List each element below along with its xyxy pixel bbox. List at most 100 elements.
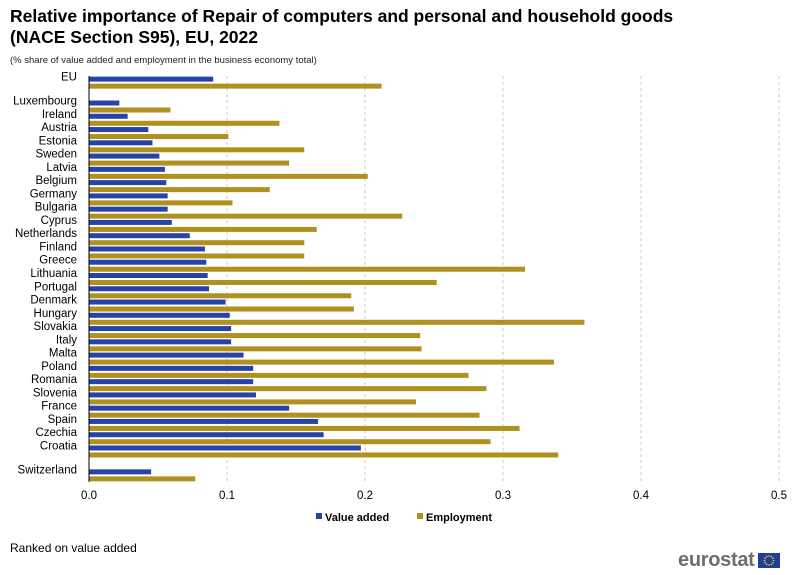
category-label: Spain bbox=[48, 414, 77, 426]
category-label: Greece bbox=[39, 255, 77, 267]
chart-subtitle: (% share of value added and employment i… bbox=[10, 55, 317, 66]
category-label: Latvia bbox=[46, 162, 77, 174]
category-label: Netherlands bbox=[15, 228, 77, 240]
bar-value-added bbox=[89, 469, 152, 475]
bar-employment bbox=[89, 452, 559, 458]
bar-employment bbox=[89, 412, 480, 418]
category-label: Austria bbox=[41, 122, 77, 134]
category-label: Sweden bbox=[35, 149, 77, 161]
bar-value-added bbox=[89, 193, 168, 199]
bar-employment bbox=[89, 476, 196, 482]
bar-value-added bbox=[89, 166, 165, 172]
category-label: Luxembourg bbox=[13, 96, 77, 108]
bar-value-added bbox=[89, 365, 254, 371]
bar-value-added bbox=[89, 259, 207, 265]
bar-value-added bbox=[89, 233, 190, 239]
category-label: Hungary bbox=[34, 308, 78, 320]
ranking-note: Ranked on value added bbox=[10, 541, 137, 555]
bar-value-added bbox=[89, 445, 361, 451]
bar-employment bbox=[89, 134, 229, 140]
legend-value-added-swatch bbox=[316, 513, 322, 519]
bar-employment bbox=[89, 240, 305, 246]
bar-value-added bbox=[89, 219, 172, 225]
eurostat-logo-text: eurostat bbox=[678, 548, 755, 571]
x-tick-label: 0.4 bbox=[633, 490, 650, 502]
category-label: Switzerland bbox=[18, 464, 77, 476]
category-label: France bbox=[41, 401, 77, 413]
bar-value-added bbox=[89, 140, 153, 146]
category-label: Cyprus bbox=[41, 215, 78, 227]
bar-employment bbox=[89, 200, 233, 206]
x-tick-label: 0.2 bbox=[357, 490, 373, 502]
chart-title: Relative importance of Repair of compute… bbox=[10, 6, 674, 47]
bar-value-added bbox=[89, 312, 230, 318]
bar-employment bbox=[89, 147, 305, 153]
bars bbox=[89, 76, 585, 482]
bar-value-added bbox=[89, 326, 232, 332]
category-label: Lithuania bbox=[30, 268, 77, 280]
bar-employment bbox=[89, 359, 555, 365]
bar-employment bbox=[89, 226, 317, 232]
bar-employment bbox=[89, 439, 491, 445]
category-label: Portugal bbox=[34, 281, 77, 293]
bar-employment bbox=[89, 386, 487, 392]
bar-value-added bbox=[89, 113, 128, 119]
bar-employment bbox=[89, 306, 354, 312]
bar-value-added bbox=[89, 76, 214, 82]
bar-employment bbox=[89, 346, 422, 352]
bar-value-added bbox=[89, 405, 290, 411]
category-label: Estonia bbox=[39, 135, 78, 147]
legend-employment-swatch bbox=[417, 513, 423, 519]
legend-employment-label[interactable]: Employment bbox=[426, 512, 492, 524]
category-label: Germany bbox=[30, 188, 78, 200]
bar-value-added bbox=[89, 273, 208, 278]
category-label: Poland bbox=[41, 361, 77, 373]
bar-employment bbox=[89, 319, 585, 325]
bar-value-added bbox=[89, 352, 244, 358]
bar-employment bbox=[89, 399, 417, 405]
legend-value-added-label[interactable]: Value added bbox=[325, 512, 389, 524]
category-label: Slovakia bbox=[34, 321, 78, 333]
bar-value-added bbox=[89, 153, 160, 159]
bar-value-added bbox=[89, 180, 167, 186]
category-label: Romania bbox=[31, 374, 78, 386]
bar-value-added bbox=[89, 286, 210, 292]
bar-value-added bbox=[89, 392, 256, 398]
bar-value-added bbox=[89, 299, 226, 305]
bar-value-added bbox=[89, 418, 319, 424]
legend[interactable]: Value added Employment bbox=[316, 512, 492, 524]
category-label: Slovenia bbox=[33, 387, 78, 399]
eurostat-logo[interactable]: eurostat bbox=[678, 549, 780, 571]
bar-employment bbox=[89, 187, 270, 193]
bar-value-added bbox=[89, 246, 205, 252]
bar-employment bbox=[89, 293, 352, 299]
bar-employment bbox=[89, 107, 171, 113]
bar-employment bbox=[89, 213, 403, 219]
bar-employment bbox=[89, 333, 421, 339]
category-label: Czechia bbox=[35, 427, 77, 439]
category-label: Finland bbox=[39, 241, 77, 253]
x-tick-label: 0.5 bbox=[771, 490, 787, 502]
bar-employment bbox=[89, 120, 280, 126]
bar-employment bbox=[89, 372, 469, 378]
bar-value-added bbox=[89, 432, 324, 438]
bar-employment bbox=[89, 280, 437, 285]
bar-employment bbox=[89, 83, 382, 89]
category-label: Ireland bbox=[42, 109, 77, 121]
bar-employment bbox=[89, 266, 526, 272]
category-label: Bulgaria bbox=[35, 202, 78, 214]
category-label: Belgium bbox=[35, 175, 77, 187]
bar-employment bbox=[89, 253, 305, 259]
x-tick-label: 0.1 bbox=[219, 490, 235, 502]
category-label: Denmark bbox=[30, 295, 77, 307]
category-label: Italy bbox=[56, 334, 77, 346]
eu-flag-icon bbox=[757, 552, 780, 568]
bar-value-added bbox=[89, 379, 254, 385]
bar-value-added bbox=[89, 339, 232, 345]
axes: 0.0 0.1 0.2 0.3 0.4 0.5 EU LuxembourgIrelandAus… bbox=[13, 72, 787, 502]
x-tick-label: 0.3 bbox=[495, 490, 511, 502]
bar-employment bbox=[89, 425, 520, 431]
category-label: EU bbox=[61, 72, 77, 84]
bar-employment bbox=[89, 160, 290, 166]
